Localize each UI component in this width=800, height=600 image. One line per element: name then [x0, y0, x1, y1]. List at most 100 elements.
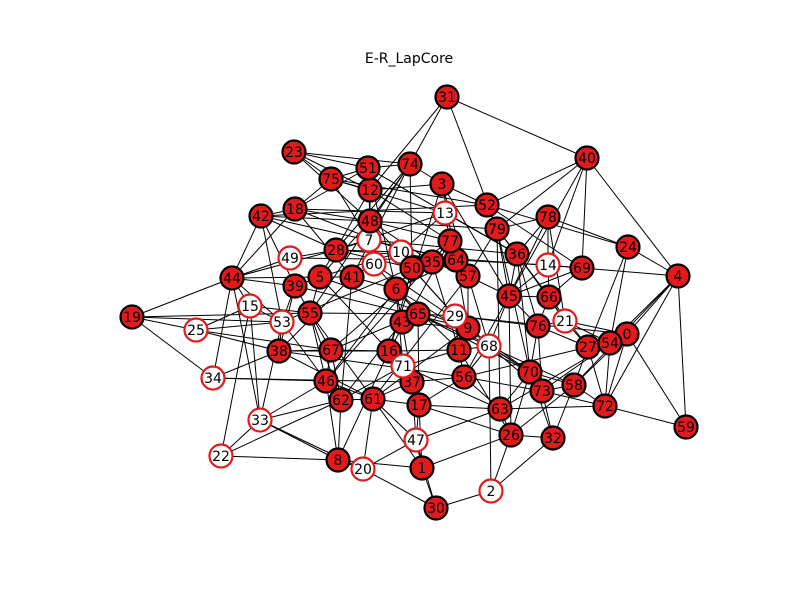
node-label: 19	[123, 310, 141, 326]
edge-41-62	[340, 276, 353, 401]
node-label: 25	[187, 323, 205, 339]
node-label: 64	[447, 253, 465, 269]
node-label: 51	[359, 161, 377, 177]
edge-40-79	[496, 157, 588, 230]
node-56: 56	[451, 364, 477, 390]
node-31: 31	[434, 84, 460, 110]
node-14: 14	[535, 252, 561, 278]
node-circle	[350, 456, 376, 482]
node-label: 71	[394, 359, 412, 375]
node-circle	[183, 317, 209, 343]
node-circle	[552, 308, 578, 334]
node-label: 12	[361, 183, 379, 199]
edge-15-22	[220, 305, 251, 457]
node-59: 59	[673, 414, 699, 440]
node-circle	[525, 313, 551, 339]
edge-17-26	[418, 404, 512, 436]
node-label: 75	[322, 172, 340, 188]
node-label: 59	[677, 420, 695, 436]
node-44: 44	[219, 265, 245, 291]
node-78: 78	[535, 204, 561, 230]
node-circle	[281, 139, 307, 165]
node-8: 8	[325, 447, 351, 473]
edge-31-12	[369, 96, 448, 191]
edge-23-51	[293, 151, 369, 169]
node-label: 57	[459, 269, 477, 285]
edge-12-77	[369, 189, 451, 242]
node-1: 1	[409, 455, 435, 481]
node-circle	[277, 245, 303, 271]
node-label: 77	[441, 234, 459, 250]
edge-64-14	[455, 259, 549, 266]
node-circle	[297, 300, 323, 326]
edge-42-28	[260, 215, 337, 251]
edge-40-52	[486, 157, 588, 206]
node-label: 26	[502, 428, 520, 444]
node-34: 34	[200, 365, 226, 391]
edge-72-63	[499, 405, 606, 410]
node-circle	[269, 309, 295, 335]
node-circle	[451, 364, 477, 390]
edge-61-1	[372, 398, 423, 469]
node-circle	[219, 265, 245, 291]
node-label: 32	[544, 431, 562, 447]
edge-68-2	[488, 345, 492, 492]
edge-40-4	[586, 157, 679, 277]
node-54: 54	[597, 330, 623, 356]
node-79: 79	[484, 216, 510, 242]
node-55: 55	[297, 300, 323, 326]
edge-10-5	[319, 251, 402, 278]
node-40: 40	[574, 145, 600, 171]
node-label: 2	[487, 484, 496, 500]
node-circle	[360, 386, 386, 412]
edge-12-5	[319, 189, 371, 278]
node-circle	[529, 378, 555, 404]
node-circle	[208, 443, 234, 469]
node-circle	[318, 166, 344, 192]
node-23: 23	[281, 139, 307, 165]
node-60: 60	[361, 251, 387, 277]
edge-42-53	[260, 215, 283, 323]
node-circle	[574, 145, 600, 171]
node-circle	[673, 414, 699, 440]
node-label: 9	[464, 321, 473, 337]
edge-44-33	[231, 277, 261, 421]
node-circle	[248, 203, 274, 229]
node-circle	[536, 284, 562, 310]
node-39: 39	[282, 273, 308, 299]
node-label: 65	[409, 307, 427, 323]
node-26: 26	[498, 422, 524, 448]
node-label: 70	[521, 365, 539, 381]
node-label: 63	[491, 402, 509, 418]
node-label: 37	[403, 375, 421, 391]
edge-52-69	[486, 204, 583, 269]
edge-31-40	[446, 96, 588, 159]
edge-36-70	[516, 253, 531, 373]
node-67: 67	[318, 337, 344, 363]
edge-25-38	[195, 329, 280, 352]
edge-24-54	[609, 246, 629, 344]
node-71: 71	[390, 353, 416, 379]
node-label: 31	[438, 90, 456, 106]
edge-31-74	[409, 96, 448, 165]
node-label: 79	[488, 222, 506, 238]
node-circle	[318, 337, 344, 363]
node-circle	[403, 427, 429, 453]
edge-43-62	[340, 321, 403, 401]
node-label: 30	[427, 501, 445, 517]
node-label: 33	[251, 413, 269, 429]
node-label: 29	[446, 309, 464, 325]
node-42: 42	[248, 203, 274, 229]
edge-40-14	[547, 157, 588, 266]
edge-32-2	[490, 437, 554, 492]
edge-48-79	[369, 220, 498, 230]
edge-26-1	[421, 434, 512, 469]
node-63: 63	[487, 396, 513, 422]
node-circle	[409, 455, 435, 481]
edge-78-24	[547, 216, 629, 248]
node-circle	[432, 200, 458, 226]
edge-44-19	[131, 277, 233, 318]
node-label: 69	[573, 261, 591, 277]
node-circle	[665, 263, 691, 289]
node-label: 52	[478, 198, 496, 214]
